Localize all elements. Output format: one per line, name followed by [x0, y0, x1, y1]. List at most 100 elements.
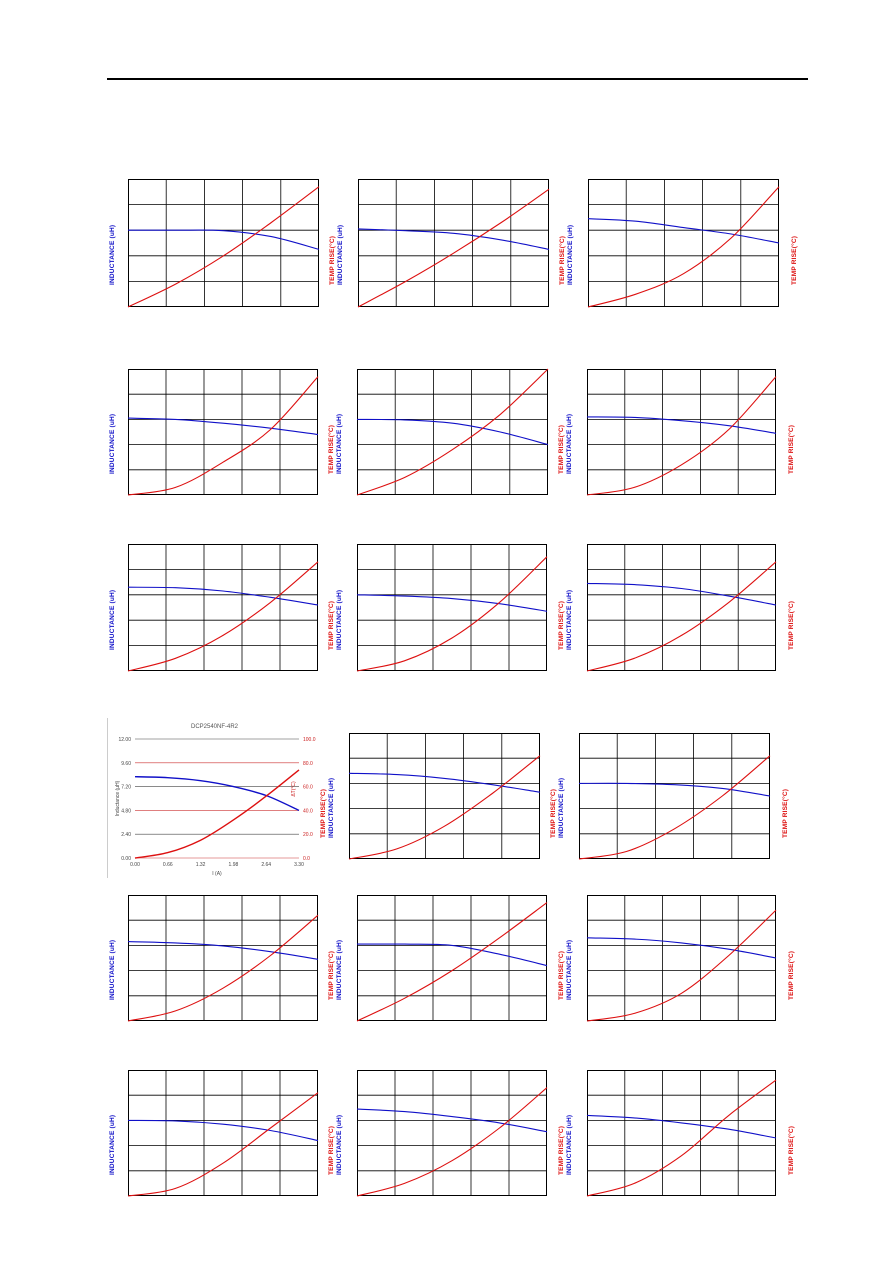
y-tick-label: 7.20 — [121, 785, 131, 791]
y2-axis-label: ΔT(°C) — [291, 781, 297, 797]
chart-12 — [578, 733, 771, 860]
x-tick-label: 3.30 — [294, 862, 304, 868]
temp-rise-curve — [587, 186, 780, 308]
inductance-curve — [578, 782, 771, 797]
temp-rise-curve — [586, 376, 777, 496]
temp-rise-axis-label-right: TEMP RISE(°C) — [788, 600, 795, 650]
temp-rise-axis-label: TEMP RISE(°C) — [550, 788, 557, 838]
inductance-curve — [134, 776, 300, 812]
y-tick-label: 2.40 — [121, 832, 131, 838]
temp-rise-curve — [127, 376, 319, 496]
chart-11 — [348, 733, 541, 860]
temp-rise-curve — [348, 755, 541, 860]
temp-rise-curve — [127, 914, 319, 1022]
plot-frame — [358, 179, 549, 307]
x-tick-label: 0.66 — [163, 862, 173, 868]
plot-frame — [128, 544, 318, 671]
temp-rise-axis-label: TEMP RISE(°C) — [328, 424, 335, 474]
inductance-curve — [356, 418, 549, 446]
inductance-curve — [127, 417, 319, 436]
inductance-axis-label: INDUCTANCE (uH) — [336, 413, 343, 474]
chart-17 — [356, 1070, 548, 1197]
plot-frame — [587, 1070, 776, 1196]
temp-rise-curve — [586, 909, 777, 1022]
temp-rise-axis-label-right: TEMP RISE(°C) — [788, 950, 795, 1000]
inductance-curve — [586, 937, 777, 959]
inductance-axis-label: INDUCTANCE (uH) — [337, 224, 344, 285]
temp-rise-curve — [586, 1079, 777, 1197]
temp-rise-curve — [127, 186, 320, 308]
inductance-axis-label: INDUCTANCE (uH) — [109, 1114, 116, 1175]
inductance-axis-label: INDUCTANCE (uH) — [566, 413, 573, 474]
temp-rise-axis-label: TEMP RISE(°C) — [558, 950, 565, 1000]
y2-tick-label: 20.0 — [303, 832, 313, 838]
plot-frame — [357, 895, 547, 1021]
chart-6 — [586, 369, 777, 496]
chart-9 — [586, 544, 777, 672]
chart-2 — [357, 179, 550, 308]
inductance-axis-label: INDUCTANCE (uH) — [336, 589, 343, 650]
chart-8 — [356, 544, 548, 672]
inductance-axis-label: INDUCTANCE (uH) — [566, 589, 573, 650]
inductance-curve — [586, 582, 777, 606]
plot-frame — [128, 1070, 318, 1196]
temp-rise-axis-label: TEMP RISE(°C) — [320, 788, 327, 838]
y-tick-label: 12.00 — [118, 737, 131, 743]
plot-frame — [579, 733, 770, 859]
x-axis-label: I (A) — [212, 871, 222, 877]
inductance-curve — [586, 416, 777, 434]
inductance-axis-label: INDUCTANCE (uH) — [567, 224, 574, 285]
temp-rise-curve — [357, 188, 550, 308]
inductance-curve — [587, 218, 780, 244]
inductance-axis-label: INDUCTANCE (uH) — [109, 589, 116, 650]
chart-7 — [127, 544, 319, 672]
temp-rise-axis-label-right: TEMP RISE(°C) — [791, 235, 798, 285]
inductance-curve — [127, 1119, 319, 1142]
temp-rise-curve — [356, 902, 548, 1022]
y-tick-label: 4.80 — [121, 808, 131, 814]
inductance-curve — [356, 1108, 548, 1133]
inductance-axis-label: INDUCTANCE (uH) — [566, 1114, 573, 1175]
plot-frame — [587, 895, 776, 1021]
plot-frame — [357, 1070, 547, 1196]
temp-rise-curve — [356, 556, 548, 672]
temp-rise-axis-label: TEMP RISE(°C) — [328, 950, 335, 1000]
y-axis-label: Inductance (µH) — [115, 780, 121, 816]
plot-frame — [587, 369, 776, 495]
x-tick-label: 1.32 — [196, 862, 206, 868]
temp-rise-axis-label: TEMP RISE(°C) — [329, 235, 336, 285]
inductance-curve — [356, 943, 548, 967]
inductance-axis-label: INDUCTANCE (uH) — [328, 777, 335, 838]
temp-rise-axis-label-right: TEMP RISE(°C) — [788, 1125, 795, 1175]
x-tick-label: 0.00 — [130, 862, 140, 868]
temp-rise-curve — [134, 769, 300, 859]
plot-frame — [587, 544, 776, 671]
plot-frame — [588, 179, 779, 307]
temp-rise-axis-label: TEMP RISE(°C) — [558, 1125, 565, 1175]
chart-15 — [586, 895, 777, 1022]
inductance-axis-label: INDUCTANCE (uH) — [109, 413, 116, 474]
plot-frame — [349, 733, 540, 859]
temp-rise-curve — [127, 561, 319, 672]
chart-16 — [127, 1070, 319, 1197]
inductance-curve — [127, 229, 320, 250]
inductance-axis-label: INDUCTANCE (uH) — [109, 939, 116, 1000]
temp-rise-axis-label: TEMP RISE(°C) — [558, 424, 565, 474]
plot-frame — [128, 179, 319, 307]
plot-frame — [357, 369, 548, 495]
temp-rise-curve — [586, 561, 777, 672]
y2-tick-label: 80.0 — [303, 761, 313, 767]
chart-5 — [356, 368, 549, 496]
y-tick-label: 9.60 — [121, 761, 131, 767]
chart-18 — [586, 1070, 777, 1197]
temp-rise-curve — [578, 755, 771, 860]
inductance-curve — [127, 941, 319, 960]
temp-rise-curve — [127, 1092, 319, 1197]
y-tick-label: 0.00 — [121, 856, 131, 862]
y2-tick-label: 0.0 — [303, 856, 310, 862]
plot-frame — [128, 369, 318, 495]
chart-3 — [587, 179, 780, 308]
inductance-curve — [586, 1114, 777, 1139]
chart-title: DCP2540NF-4R2 — [190, 724, 239, 730]
chart-14 — [356, 895, 548, 1022]
